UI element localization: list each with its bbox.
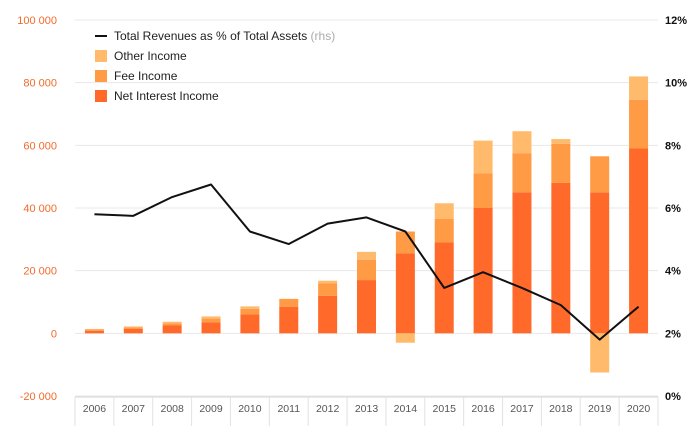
bar-segment bbox=[512, 153, 531, 192]
bar-segment bbox=[318, 283, 337, 296]
x-tick-label: 2018 bbox=[549, 403, 573, 415]
right-y-tick-label: 2% bbox=[665, 328, 681, 340]
legend-label-text: Fee Income bbox=[114, 69, 178, 83]
bar-segment bbox=[435, 219, 454, 243]
left-y-tick-label: 100 000 bbox=[17, 15, 57, 27]
bar-segment bbox=[240, 306, 259, 309]
bar-segment bbox=[124, 327, 143, 329]
x-tick-label: 2014 bbox=[394, 403, 418, 415]
bar-segment bbox=[590, 192, 609, 333]
bar-segment bbox=[202, 316, 221, 318]
bar-segment bbox=[85, 330, 104, 331]
bar-segment bbox=[396, 333, 415, 342]
bar-segment bbox=[240, 315, 259, 334]
bar-segment bbox=[474, 174, 493, 208]
legend-label: Total Revenues as % of Total Assets (rhs… bbox=[114, 29, 335, 43]
x-tick-label: 2011 bbox=[277, 403, 300, 415]
right-y-tick-label: 0% bbox=[665, 391, 681, 403]
legend-label-text: Net Interest Income bbox=[114, 89, 219, 103]
bar-segment bbox=[279, 299, 298, 307]
bar-segment bbox=[629, 100, 648, 149]
bar-segment bbox=[163, 323, 182, 325]
right-y-tick-label: 6% bbox=[665, 203, 681, 215]
x-tick-label: 2020 bbox=[627, 403, 651, 415]
x-tick-label: 2008 bbox=[160, 403, 184, 415]
left-y-tick-label: 80 000 bbox=[23, 78, 57, 90]
bar-segment bbox=[124, 326, 143, 327]
legend-box-marker bbox=[95, 70, 107, 82]
bar-segment bbox=[357, 252, 376, 260]
x-axis: 2006 2007 2008 2009 2010 2011 2012 2013 2014 2015… bbox=[75, 397, 658, 426]
x-tick-label: 2017 bbox=[510, 403, 534, 415]
legend-box-marker bbox=[95, 50, 107, 62]
x-tick-label: 2013 bbox=[355, 403, 379, 415]
bar-segment bbox=[357, 280, 376, 333]
bar-segment bbox=[551, 139, 570, 144]
legend-label: Net Interest Income bbox=[114, 89, 219, 103]
x-tick-label: 2016 bbox=[471, 403, 495, 415]
legend-box-marker bbox=[95, 90, 107, 102]
legend: Total Revenues as % of Total Assets (rhs… bbox=[95, 29, 335, 103]
bar-segment bbox=[240, 309, 259, 315]
x-tick-label: 2007 bbox=[122, 403, 146, 415]
legend-label: Fee Income bbox=[114, 69, 178, 83]
bar-segment bbox=[85, 329, 104, 330]
right-y-tick-label: 12% bbox=[665, 15, 687, 27]
x-tick-label: 2010 bbox=[238, 403, 262, 415]
x-tick-label: 2015 bbox=[433, 403, 457, 415]
legend-label-suffix: (rhs) bbox=[307, 29, 335, 43]
bar-segment bbox=[629, 76, 648, 100]
bar-segment bbox=[279, 307, 298, 334]
left-y-tick-label: 0 bbox=[51, 328, 57, 340]
bar-segment bbox=[163, 326, 182, 334]
x-tick-label: 2019 bbox=[588, 403, 612, 415]
bar-segment bbox=[318, 281, 337, 284]
bar-segment bbox=[85, 331, 104, 334]
legend-label: Other Income bbox=[114, 49, 187, 63]
bar-segment bbox=[590, 156, 609, 192]
bar-segment bbox=[202, 319, 221, 323]
x-tick-label: 2006 bbox=[83, 403, 107, 415]
bar-segment bbox=[357, 260, 376, 280]
left-y-tick-label: 60 000 bbox=[23, 140, 57, 152]
bar-segment bbox=[512, 192, 531, 333]
bar-segment bbox=[474, 208, 493, 333]
bar-segment bbox=[435, 203, 454, 219]
bar-segment bbox=[202, 322, 221, 333]
bar-segment bbox=[512, 131, 531, 153]
bars bbox=[85, 76, 648, 372]
left-y-axis: -20 000 0 20 000 40 000 60 000 80 000 100 000 bbox=[17, 15, 57, 403]
right-y-axis: 0% 2% 4% 6% 8% 10% 12% bbox=[665, 15, 687, 403]
left-y-tick-label: 40 000 bbox=[23, 203, 57, 215]
bar-segment bbox=[629, 148, 648, 333]
bar-segment bbox=[163, 322, 182, 324]
right-y-tick-label: 4% bbox=[665, 266, 681, 278]
bar-segment bbox=[124, 329, 143, 333]
legend-label-text: Other Income bbox=[114, 49, 187, 63]
left-y-tick-label: 20 000 bbox=[23, 266, 57, 278]
bar-segment bbox=[318, 296, 337, 334]
x-tick-label: 2009 bbox=[199, 403, 223, 415]
left-y-tick-label: -20 000 bbox=[20, 391, 57, 403]
right-y-tick-label: 8% bbox=[665, 140, 681, 152]
bar-segment bbox=[396, 253, 415, 333]
legend-label-text: Total Revenues as % of Total Assets bbox=[114, 29, 307, 43]
right-y-tick-label: 10% bbox=[665, 78, 687, 90]
bar-segment bbox=[551, 144, 570, 183]
x-tick-label: 2012 bbox=[316, 403, 340, 415]
bar-segment bbox=[474, 141, 493, 174]
